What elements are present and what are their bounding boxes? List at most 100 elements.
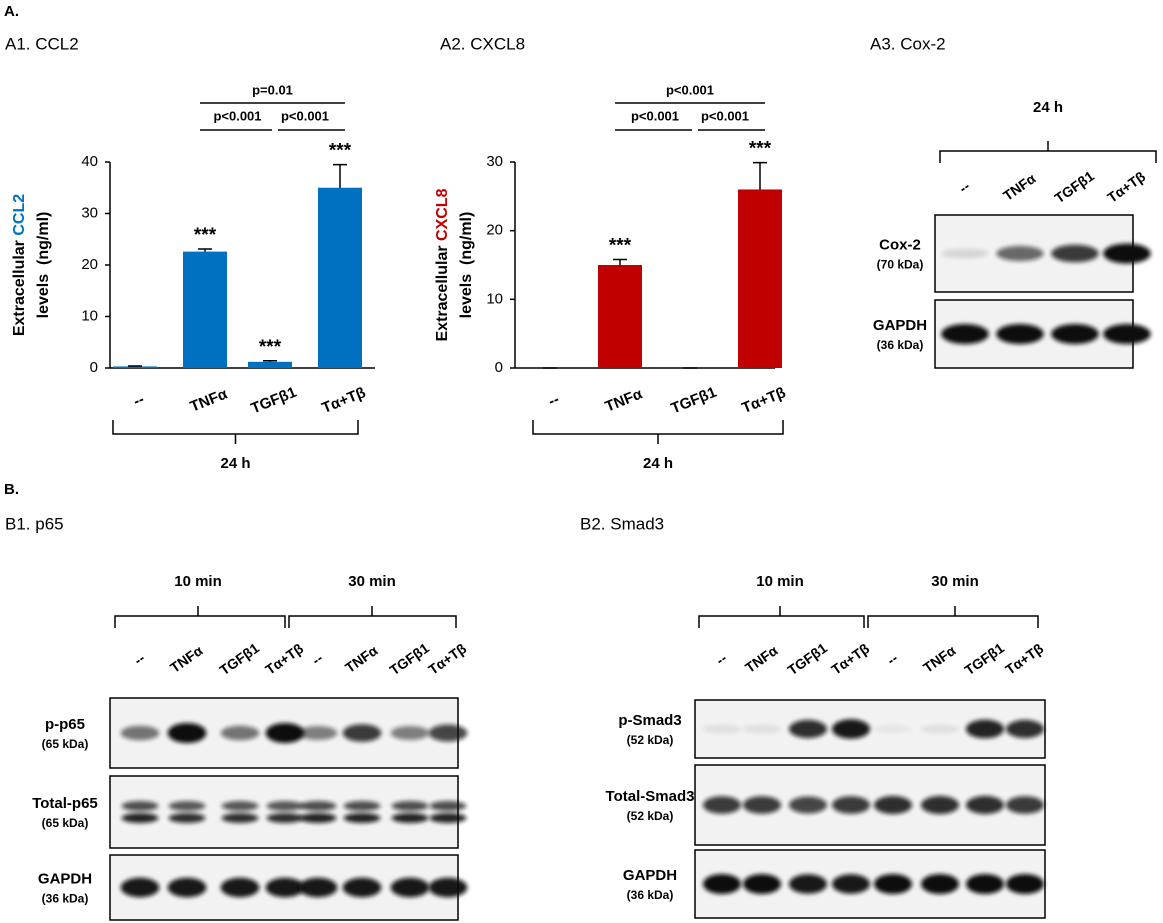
blot-band (220, 725, 260, 741)
blot-band (873, 874, 913, 894)
chart-title: A2. CXCL8 (440, 34, 525, 53)
y-axis-label: Extracellular CCL2 (11, 194, 28, 336)
blot-band (167, 723, 207, 743)
blot-band (391, 801, 429, 811)
blot-band (429, 801, 467, 811)
blot-band (298, 877, 338, 898)
y-axis-label-highlight: CCL2 (11, 194, 28, 236)
comparison-label: p<0.001 (281, 108, 329, 123)
blot-band (831, 719, 871, 739)
blot-band (831, 874, 871, 894)
time-label: 10 min (756, 573, 804, 590)
blot-band (702, 796, 742, 814)
group-bracket (939, 141, 1157, 163)
lane-label: -- (884, 650, 901, 669)
lane-label: TGFβ1 (1052, 168, 1098, 207)
blot-band (428, 724, 468, 742)
row-label: GAPDH (38, 870, 92, 887)
panel-title: A3. Cox-2 (870, 34, 946, 53)
blot-band (221, 813, 259, 823)
row-label: GAPDH (873, 317, 927, 334)
time-label: 30 min (348, 573, 396, 590)
bar (183, 251, 227, 368)
row-label: p-p65 (45, 716, 85, 733)
lane-label: -- (713, 650, 730, 669)
lane-label: -- (131, 650, 148, 669)
row-label: Total-Smad3 (606, 788, 695, 805)
significance: *** (259, 337, 282, 358)
bar (113, 366, 157, 368)
blot-band (343, 801, 381, 811)
blot-band (702, 724, 742, 734)
lane-label: TNFα (920, 642, 959, 676)
panel-title: B1. p65 (5, 514, 64, 533)
blot-band (342, 877, 382, 898)
y-axis-label-text: Extracellular (434, 245, 451, 341)
lane-label: -- (956, 178, 973, 197)
comparison-label: p<0.001 (701, 108, 749, 123)
bar (248, 361, 292, 368)
blot-band (742, 724, 782, 734)
bar (318, 187, 362, 368)
comparison-label: p=0.01 (252, 82, 293, 97)
bar (598, 265, 642, 368)
lane-label: TNFα (342, 642, 381, 676)
y-tick-label: 30 (81, 204, 98, 221)
section-label: A. (4, 3, 19, 20)
blot-band (920, 724, 960, 734)
blot-band (120, 877, 160, 898)
row-label: Total-p65 (32, 795, 98, 812)
blot-band (1051, 324, 1099, 344)
y-tick-label: 20 (81, 256, 98, 273)
comparison-label: p<0.001 (631, 108, 679, 123)
group-bracket (532, 420, 784, 444)
blot-band (996, 324, 1044, 344)
row-size: (65 kDa) (42, 816, 89, 830)
y-axis-label: Extracellular CXCL8 (434, 188, 451, 341)
blot-band (831, 796, 871, 814)
y-tick-label: 20 (486, 222, 503, 239)
lane-label: Tα+Tβ (425, 640, 469, 678)
blot-band (1103, 243, 1151, 264)
blot-band (390, 877, 430, 898)
comparison-label: p<0.001 (666, 82, 714, 97)
time-label: 30 min (931, 573, 979, 590)
x-tick-label: TGFβ1 (249, 384, 299, 418)
blot-band (391, 813, 429, 823)
x-tick-label: -- (546, 391, 562, 411)
y-axis-label-highlight: CXCL8 (434, 188, 451, 241)
blot-band (266, 813, 304, 823)
time-label: 24 h (1033, 99, 1063, 116)
significance: *** (194, 225, 217, 246)
blot-band (429, 813, 467, 823)
group-bracket (288, 606, 457, 628)
row-size: (52 kDa) (627, 809, 674, 823)
blot-band (920, 795, 960, 815)
blot-band (996, 245, 1044, 262)
y-axis-label: levels (ng/ml) (458, 212, 475, 319)
lane-label: TGFβ1 (217, 640, 263, 679)
row-label: p-Smad3 (618, 712, 681, 729)
y-axis-label-text: Extracellular (11, 240, 28, 336)
lane-label: TNFα (167, 642, 206, 676)
error-bar (333, 163, 347, 188)
blot-band (788, 874, 828, 894)
blot-band (265, 723, 305, 743)
row-size: (70 kDa) (877, 258, 924, 272)
blot-band (920, 874, 960, 894)
y-axis-label: levels (ng/ml) (35, 212, 52, 319)
group-label: 24 h (643, 455, 673, 472)
error-bar (613, 258, 627, 265)
x-tick-label: TNFα (603, 385, 646, 415)
x-tick-label: TGFβ1 (669, 384, 719, 418)
section-label: B. (4, 481, 19, 498)
blot-band (121, 801, 159, 811)
y-tick-label: 30 (486, 153, 503, 170)
row-size: (52 kDa) (627, 733, 674, 747)
lane-label: TNFα (1000, 170, 1039, 204)
blot-band (168, 801, 206, 811)
blot-band (1103, 324, 1151, 344)
panel-title: B2. Smad3 (580, 514, 664, 533)
blot-band (873, 724, 913, 734)
